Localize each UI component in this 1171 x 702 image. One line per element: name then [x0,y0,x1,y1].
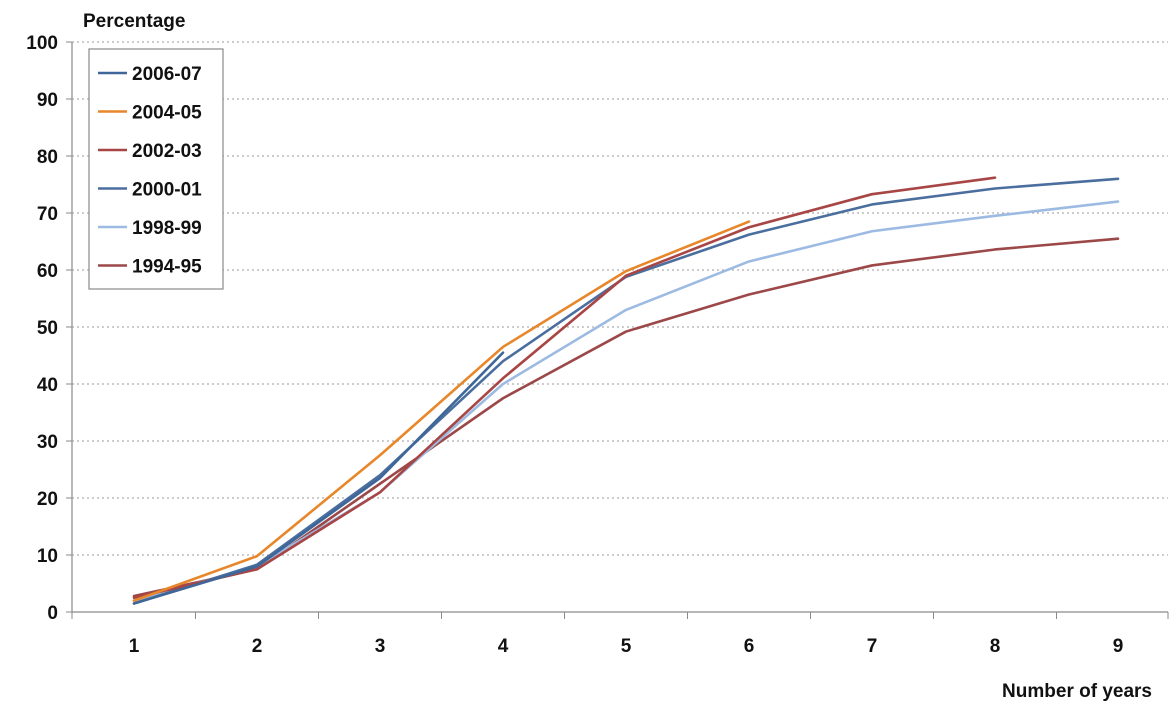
x-tick-label: 6 [744,636,755,657]
legend-label: 2004-05 [132,103,202,124]
series-line-2000-01 [132,177,1120,605]
legend: 2006-07 2004-05 2002-03 2000-01 1998-99 1994-… [88,48,224,290]
legend-label: 2002-03 [132,141,202,162]
series-line-1994-95 [132,237,1120,598]
legend-item: 1994-95 [98,257,202,278]
legend-item: 2002-03 [98,141,202,162]
y-tick-label: 90 [37,90,58,111]
series-line-2002-03 [132,176,997,600]
x-tick-label: 8 [990,636,1001,657]
y-tick-label: 10 [37,546,58,567]
series-line-2004-05 [132,220,751,602]
axes: 0 10 20 30 40 50 60 70 80 90 100 1 2 3 4 5 6 7 8 9 [26,33,1169,657]
x-tick-label: 9 [1113,636,1124,657]
legend-item: 1998-99 [98,218,202,239]
x-tick-label: 5 [621,636,632,657]
y-tick-label: 0 [47,603,58,624]
x-axis-title: Number of years [1002,681,1152,702]
y-tick-label: 20 [37,489,58,510]
y-tick-label: 30 [37,432,58,453]
legend-label: 2006-07 [132,64,202,85]
legend-label: 2000-01 [132,180,202,201]
y-tick-label: 70 [37,204,58,225]
y-tick-label: 80 [37,147,58,168]
series-line-1998-99 [132,200,1120,602]
y-tick-label: 100 [26,33,58,54]
y-tick-label: 60 [37,261,58,282]
x-tick-label: 2 [252,636,263,657]
legend-label: 1994-95 [132,257,202,278]
series-line-2006-07 [132,351,505,605]
gridlines [72,41,1168,556]
x-tick-label: 7 [867,636,878,657]
legend-item: 2004-05 [98,103,202,124]
y-tick-label: 40 [37,375,58,396]
y-axis-title: Percentage [83,11,185,32]
legend-box [88,48,224,290]
x-tick-label: 1 [129,636,140,657]
x-tick-label: 3 [375,636,386,657]
series-lines [132,176,1120,605]
x-tick-label: 4 [498,636,509,657]
legend-label: 1998-99 [132,218,202,239]
legend-item: 2006-07 [98,64,202,85]
y-tick-label: 50 [37,318,58,339]
legend-item: 2000-01 [98,180,202,201]
